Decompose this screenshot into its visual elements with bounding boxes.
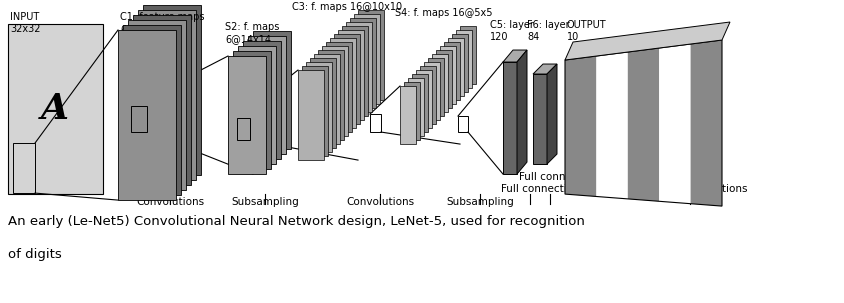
Bar <box>131 106 147 132</box>
Polygon shape <box>314 54 339 144</box>
Polygon shape <box>440 46 456 104</box>
Polygon shape <box>333 34 360 124</box>
Polygon shape <box>342 26 368 116</box>
Polygon shape <box>502 50 527 62</box>
Polygon shape <box>419 66 436 124</box>
Polygon shape <box>330 38 355 128</box>
Text: S4: f. maps 16@5x5: S4: f. maps 16@5x5 <box>394 8 492 18</box>
Polygon shape <box>247 36 285 154</box>
Polygon shape <box>354 14 380 104</box>
Polygon shape <box>424 62 440 120</box>
Polygon shape <box>502 62 517 174</box>
Polygon shape <box>565 40 721 206</box>
Polygon shape <box>546 64 556 164</box>
Polygon shape <box>431 54 447 112</box>
Text: Full connection: Full connection <box>500 184 579 194</box>
Polygon shape <box>443 42 459 100</box>
Text: Convolutions: Convolutions <box>345 197 414 207</box>
Polygon shape <box>452 34 468 92</box>
Text: INPUT
32x32: INPUT 32x32 <box>10 12 41 34</box>
Text: Subsampling: Subsampling <box>231 197 299 207</box>
Polygon shape <box>322 46 348 136</box>
Bar <box>457 116 468 132</box>
Polygon shape <box>533 74 546 164</box>
Polygon shape <box>412 74 428 132</box>
Polygon shape <box>233 51 271 169</box>
Text: A: A <box>41 92 69 126</box>
Polygon shape <box>428 58 443 116</box>
Text: S2: f. maps
6@14x14: S2: f. maps 6@14x14 <box>225 22 279 44</box>
Polygon shape <box>228 56 266 174</box>
Text: C1: feature maps
6@28x28: C1: feature maps 6@28x28 <box>120 12 204 34</box>
Polygon shape <box>399 86 415 144</box>
Polygon shape <box>358 10 383 100</box>
Polygon shape <box>436 50 452 108</box>
Text: C3: f. maps 16@10x10: C3: f. maps 16@10x10 <box>292 2 402 12</box>
Polygon shape <box>127 20 186 190</box>
Text: of digits: of digits <box>8 248 62 261</box>
Polygon shape <box>326 42 352 132</box>
Text: C5: layer
120: C5: layer 120 <box>490 20 533 42</box>
Polygon shape <box>533 64 556 74</box>
Polygon shape <box>627 48 658 201</box>
Bar <box>370 114 381 132</box>
Bar <box>13 143 35 193</box>
Polygon shape <box>123 25 181 195</box>
Polygon shape <box>565 22 729 60</box>
Polygon shape <box>349 18 376 108</box>
Polygon shape <box>310 58 336 148</box>
Polygon shape <box>317 50 344 140</box>
Polygon shape <box>596 52 627 199</box>
Polygon shape <box>252 31 290 149</box>
Polygon shape <box>298 70 323 160</box>
Polygon shape <box>301 66 327 156</box>
Polygon shape <box>138 10 196 180</box>
Polygon shape <box>456 30 472 88</box>
Text: Subsampling: Subsampling <box>446 197 513 207</box>
Text: F6: layer
84: F6: layer 84 <box>527 20 569 42</box>
Bar <box>8 24 103 194</box>
Text: Convolutions: Convolutions <box>136 197 203 207</box>
Polygon shape <box>143 5 201 175</box>
Polygon shape <box>658 44 690 204</box>
Text: Gaussian connections: Gaussian connections <box>632 184 746 194</box>
Text: OUTPUT
10: OUTPUT 10 <box>566 20 606 42</box>
Polygon shape <box>415 70 431 128</box>
Polygon shape <box>345 22 371 112</box>
Polygon shape <box>690 40 721 206</box>
Polygon shape <box>565 56 596 196</box>
Polygon shape <box>243 41 281 159</box>
Bar <box>236 118 250 140</box>
Polygon shape <box>403 82 419 140</box>
Polygon shape <box>517 50 527 174</box>
Polygon shape <box>133 15 191 185</box>
Polygon shape <box>338 30 364 120</box>
Polygon shape <box>408 78 424 136</box>
Polygon shape <box>447 38 463 96</box>
Polygon shape <box>306 62 332 152</box>
Polygon shape <box>118 30 176 200</box>
Polygon shape <box>459 26 475 84</box>
Text: An early (Le-Net5) Convolutional Neural Network design, LeNet-5, used for recogn: An early (Le-Net5) Convolutional Neural … <box>8 215 584 228</box>
Text: Full connection: Full connection <box>518 172 597 182</box>
Polygon shape <box>238 46 276 164</box>
